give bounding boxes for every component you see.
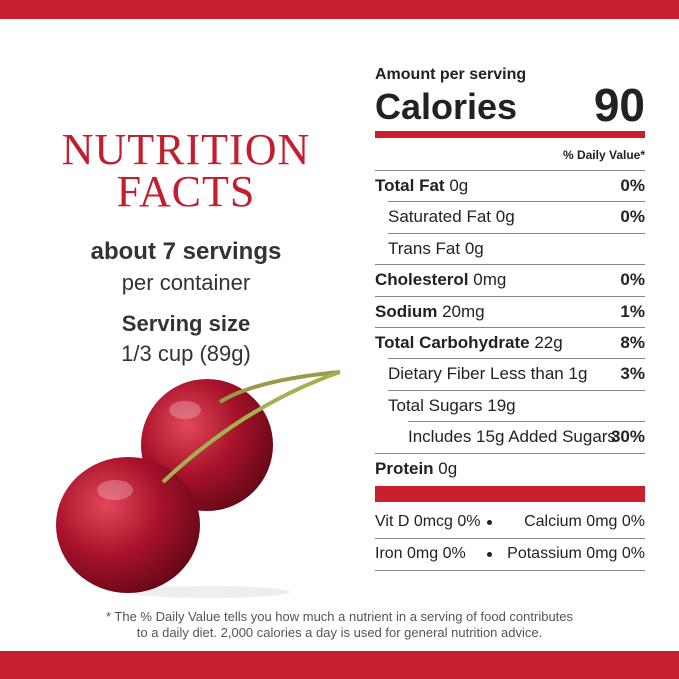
rule: [388, 390, 645, 391]
rule: [375, 453, 645, 454]
nutrient-row: Total Carbohydrate 22g: [375, 334, 563, 351]
daily-value: 0%: [620, 176, 645, 195]
nutrient-row: Saturated Fat 0g: [388, 208, 515, 225]
nutrient-name: Sodium: [375, 302, 438, 321]
amount-per-serving: Amount per serving: [375, 66, 527, 83]
daily-value: 1%: [620, 302, 645, 321]
nutrient-name: Trans Fat: [388, 239, 461, 258]
nutrient-row: Trans Fat 0g: [388, 240, 484, 257]
bottom-band: [0, 651, 679, 679]
daily-value: 3%: [620, 364, 645, 383]
daily-value: 0%: [620, 270, 645, 289]
nutrient-amount: 19g: [487, 396, 516, 415]
bullet-dot: [487, 552, 492, 557]
daily-value-header: % Daily Value*: [562, 148, 645, 162]
daily-value: 8%: [620, 333, 645, 352]
nutrient-amount: 0g: [464, 239, 484, 258]
nutrient-amount: 0g: [438, 459, 458, 478]
nutrient-name: Includes 15g Added Sugars: [408, 427, 616, 446]
nutrient-row: Includes 15g Added Sugars: [408, 428, 616, 445]
bullet-dot: [487, 520, 492, 525]
rule: [408, 421, 645, 422]
nutrient-name: Protein: [375, 459, 434, 478]
nutrient-name: Dietary Fiber: [388, 364, 486, 383]
calories-label: Calories: [375, 86, 518, 127]
daily-value: 0%: [620, 207, 645, 226]
rule: [375, 170, 645, 171]
vitamin: Iron 0mg 0%: [375, 545, 466, 562]
nutrient-row: Total Sugars 19g: [388, 397, 516, 414]
rule: [375, 296, 645, 297]
top-band: [0, 0, 679, 19]
daily-value: 30%: [610, 427, 645, 446]
calories: 90: [593, 79, 645, 131]
nutrient-row: Total Fat 0g: [375, 177, 468, 194]
footnote: * The % Daily Value tells you how much a…: [105, 609, 574, 624]
nutrient-amount: 0g: [449, 176, 469, 195]
nutrient-amount: 0mg: [473, 270, 507, 289]
nutrient-row: Cholesterol 0mg: [375, 271, 506, 288]
nutrient-name: Total Sugars: [388, 396, 483, 415]
nutrient-name: Total Fat: [375, 176, 445, 195]
nutrient-row: Dietary Fiber Less than 1g: [388, 365, 587, 382]
rule: [388, 201, 645, 202]
title-line: NUTRITION: [61, 125, 311, 174]
servings-note: per container: [121, 270, 251, 295]
rule: [375, 264, 645, 265]
nutrient-amount: 20mg: [442, 302, 485, 321]
rule: [375, 327, 645, 328]
serving-size: 1/3 cup (89g): [121, 341, 251, 366]
nutrient-amount: 22g: [534, 333, 563, 352]
nutrient-row: Protein 0g: [375, 460, 457, 477]
title-line: FACTS: [116, 167, 256, 216]
red-rule: [375, 486, 645, 502]
thick-rule: [375, 131, 645, 138]
cherries: [56, 370, 341, 598]
vitamin: Potassium 0mg 0%: [507, 545, 645, 562]
serving-size-label: Serving size: [121, 311, 251, 336]
nutrient-name: Total Carbohydrate: [375, 333, 530, 352]
nutrient-amount: 0g: [495, 207, 515, 226]
vitamin: Vit D 0mcg 0%: [375, 513, 481, 530]
rule: [375, 538, 645, 539]
servings: about 7 servings: [90, 238, 282, 265]
vitamin: Calcium 0mg 0%: [524, 513, 645, 530]
footnote: to a daily diet. 2,000 calories a day is…: [136, 625, 543, 640]
nutrient-name: Cholesterol: [375, 270, 469, 289]
rule: [388, 233, 645, 234]
rule: [388, 358, 645, 359]
nutrient-name: Saturated Fat: [388, 207, 492, 226]
rule: [375, 570, 645, 571]
nutrient-amount: Less than 1g: [490, 364, 588, 383]
nutrient-row: Sodium 20mg: [375, 303, 485, 320]
